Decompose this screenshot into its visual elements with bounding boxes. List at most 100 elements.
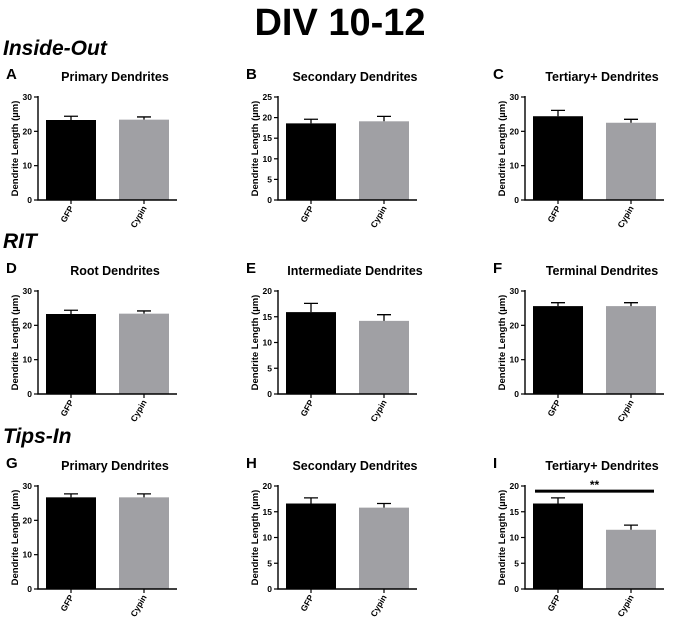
category-label-f-gfp: GFP (545, 398, 563, 418)
panel-g: G Primary Dendrites Dendrite Length (µm) 0 1… (6, 455, 177, 618)
error-bar-h-cypin (377, 502, 391, 508)
y-tick-label-d-0: 0 (27, 389, 32, 399)
y-tick-label-h-15: 15 (263, 507, 273, 517)
y-axis-label-c: Dendrite Length (µm) (497, 101, 508, 197)
error-bar-a-gfp (64, 115, 78, 121)
panel-title-d: Root Dendrites (70, 264, 160, 278)
y-tick-label-g-30: 30 (23, 481, 33, 491)
category-label-h-gfp: GFP (298, 593, 316, 613)
section-title-tips-in: Tips-In (3, 425, 71, 448)
bar-g-cypin (119, 497, 169, 589)
bar-a-cypin (119, 119, 169, 200)
category-label-g-cypin: Cypin (128, 593, 148, 618)
bar-c-gfp (533, 116, 583, 200)
bar-b-gfp (286, 123, 336, 200)
error-bar-f-cypin (624, 302, 638, 307)
y-tick-label-e-0: 0 (267, 389, 272, 399)
panel-e: E Intermediate Dendrites Dendrite Length (… (246, 260, 423, 423)
y-axis-label-b: Dendrite Length (µm) (250, 101, 261, 197)
category-label-b-gfp: GFP (298, 204, 316, 224)
y-tick-label-e-15: 15 (263, 312, 273, 322)
bar-f-cypin (606, 306, 656, 394)
bar-h-gfp (286, 503, 336, 589)
panel-title-c: Tertiary+ Dendrites (545, 70, 658, 84)
panel-a: A Primary Dendrites Dendrite Length (µm) 0 1… (6, 66, 177, 229)
error-bar-g-gfp (64, 493, 78, 498)
y-tick-label-b-15: 15 (263, 133, 273, 143)
panel-title-f: Terminal Dendrites (546, 264, 658, 278)
category-label-i-gfp: GFP (545, 593, 563, 613)
y-tick-label-h-5: 5 (267, 558, 272, 568)
bar-d-gfp (46, 314, 96, 394)
y-tick-label-b-20: 20 (263, 113, 273, 123)
y-tick-label-a-20: 20 (23, 126, 33, 136)
bar-i-gfp (533, 503, 583, 589)
y-tick-label-h-20: 20 (263, 481, 273, 491)
category-label-d-gfp: GFP (58, 398, 76, 418)
category-label-g-gfp: GFP (58, 593, 76, 613)
category-label-e-cypin: Cypin (368, 398, 388, 423)
y-tick-label-a-0: 0 (27, 195, 32, 205)
error-bar-b-gfp (304, 118, 318, 124)
y-axis-label-a: Dendrite Length (µm) (10, 101, 21, 197)
error-bar-g-cypin (137, 493, 151, 498)
y-tick-label-i-0: 0 (514, 584, 519, 594)
error-bar-d-gfp (64, 309, 78, 315)
y-tick-label-b-5: 5 (267, 174, 272, 184)
y-tick-label-c-20: 20 (510, 126, 520, 136)
error-bar-c-gfp (551, 109, 565, 117)
y-tick-label-d-20: 20 (23, 320, 33, 330)
error-bar-i-gfp (551, 497, 565, 504)
category-label-c-cypin: Cypin (615, 204, 635, 229)
significance-bar-i (535, 489, 654, 493)
category-label-c-gfp: GFP (545, 204, 563, 224)
y-tick-label-d-30: 30 (23, 286, 33, 296)
bar-g-gfp (46, 497, 96, 589)
y-tick-label-e-5: 5 (267, 363, 272, 373)
error-bar-c-cypin (624, 118, 638, 123)
bar-e-cypin (359, 320, 409, 394)
significance-label-i: ** (590, 478, 600, 492)
y-tick-label-c-30: 30 (510, 92, 520, 102)
section-title-rit: RIT (3, 230, 39, 253)
y-tick-label-b-10: 10 (263, 154, 273, 164)
panel-letter-i: I (493, 455, 497, 472)
panel-title-e: Intermediate Dendrites (287, 264, 423, 278)
category-label-i-cypin: Cypin (615, 593, 635, 618)
section-title-inside-out: Inside-Out (3, 37, 108, 60)
panel-h: H Secondary Dendrites Dendrite Length (µm)… (246, 455, 418, 618)
error-bar-a-cypin (137, 116, 151, 120)
y-tick-label-i-10: 10 (510, 533, 520, 543)
panel-letter-c: C (493, 66, 504, 83)
error-bar-i-cypin (624, 524, 638, 530)
y-tick-label-f-20: 20 (510, 320, 520, 330)
y-tick-label-i-5: 5 (514, 558, 519, 568)
y-tick-label-i-15: 15 (510, 507, 520, 517)
y-tick-label-b-25: 25 (263, 92, 273, 102)
panel-d: D Root Dendrites Dendrite Length (µm) 0 10 20… (6, 260, 177, 423)
panel-f: F Terminal Dendrites Dendrite Length (µm) 0… (493, 260, 664, 423)
panel-i: I Tertiary+ Dendrites Dendrite Length (µm)… (493, 455, 664, 618)
bar-i-cypin (606, 529, 656, 589)
y-tick-label-c-10: 10 (510, 161, 520, 171)
y-axis-label-f: Dendrite Length (µm) (497, 295, 508, 391)
bar-c-cypin (606, 122, 656, 200)
y-axis-label-i: Dendrite Length (µm) (497, 490, 508, 586)
bar-b-cypin (359, 121, 409, 200)
panels-group: A Primary Dendrites Dendrite Length (µm) 0 1… (6, 66, 664, 618)
panel-title-h: Secondary Dendrites (292, 459, 417, 473)
error-bar-b-cypin (377, 115, 391, 122)
y-tick-label-h-0: 0 (267, 584, 272, 594)
y-axis-label-d: Dendrite Length (µm) (10, 295, 21, 391)
y-tick-label-c-0: 0 (514, 195, 519, 205)
bar-h-cypin (359, 507, 409, 589)
bar-e-gfp (286, 312, 336, 394)
y-axis-label-e: Dendrite Length (µm) (250, 295, 261, 391)
category-label-b-cypin: Cypin (368, 204, 388, 229)
error-bar-h-gfp (304, 497, 318, 504)
y-axis-label-h: Dendrite Length (µm) (250, 490, 261, 586)
y-tick-label-g-0: 0 (27, 584, 32, 594)
category-label-d-cypin: Cypin (128, 398, 148, 423)
y-tick-label-a-10: 10 (23, 161, 33, 171)
